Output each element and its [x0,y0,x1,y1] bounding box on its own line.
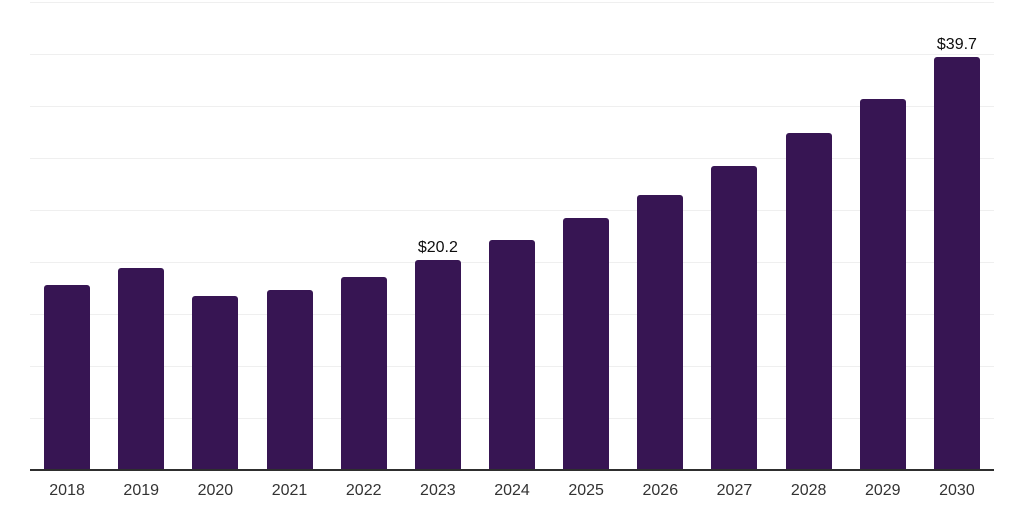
bar-2021 [266,290,313,470]
bar-2029 [859,98,906,470]
gridline [30,54,994,55]
gridline [30,106,994,107]
x-tick-label-2024: 2024 [494,482,530,499]
bar-2028 [785,133,832,470]
data-label-2030: $39.7 [936,36,977,54]
data-label-2023: $20.2 [417,238,458,256]
gridline [30,2,994,3]
x-tick-label-2018: 2018 [49,482,85,499]
bar-2018 [44,284,91,470]
bar-2026 [637,195,684,470]
gridline [30,210,994,211]
x-axis-line [30,469,994,471]
x-tick-label-2025: 2025 [568,482,604,499]
bar-2019 [118,268,165,470]
x-tick-label-2021: 2021 [271,482,308,499]
x-tick-label-2022: 2022 [345,482,382,499]
x-tick-label-2030: 2030 [939,482,975,499]
bar-2025 [563,218,610,470]
bar-2023 [414,259,461,470]
x-tick-label-2029: 2029 [864,482,901,499]
bar-2022 [340,276,387,470]
x-tick-label-2023: 2023 [420,482,456,499]
x-tick-label-2019: 2019 [123,482,160,499]
gridline [30,158,994,159]
bar-2030 [933,57,980,470]
x-tick-label-2020: 2020 [197,482,234,499]
x-tick-label-2026: 2026 [642,482,679,499]
x-tick-label-2028: 2028 [790,482,827,499]
bar-2024 [489,240,535,470]
bar-2027 [711,166,758,470]
x-tick-label-2027: 2027 [716,482,753,499]
bar-2020 [192,296,239,470]
